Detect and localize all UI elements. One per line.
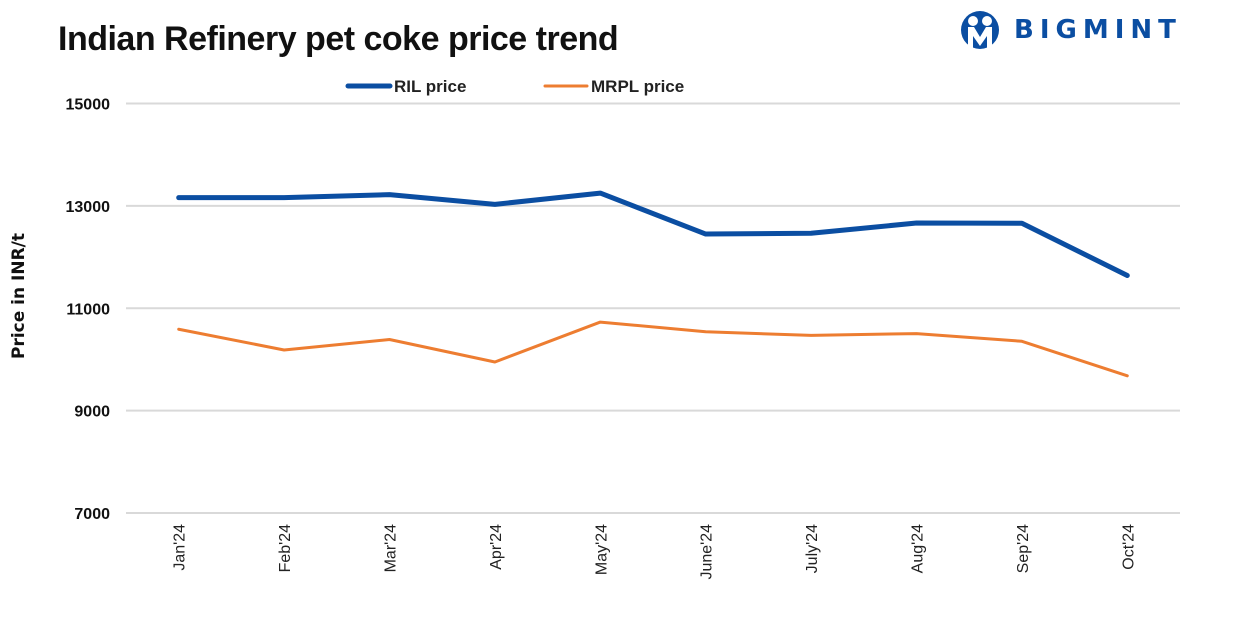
legend-label: MRPL price (591, 77, 684, 96)
y-tick-label: 7000 (74, 506, 110, 523)
y-tick-label: 13000 (66, 199, 111, 216)
x-tick-label: June'24 (699, 524, 716, 580)
x-tick-label: May'24 (593, 524, 610, 575)
x-tick-label: Aug'24 (910, 524, 927, 573)
x-tick-label: Oct'24 (1120, 524, 1137, 570)
x-tick-label: Mar'24 (383, 524, 400, 573)
series-lines (176, 190, 1130, 378)
x-tick-label: Apr'24 (488, 524, 505, 570)
y-tick-label: 15000 (66, 97, 111, 114)
legend: RIL price MRPL price (345, 77, 684, 96)
y-tick-label: 9000 (74, 404, 110, 421)
gridlines (126, 102, 1180, 514)
bigmint-logo-text: BIGMINT (1014, 15, 1182, 45)
y-axis-label: Price in INR/t (9, 233, 29, 359)
x-tick-label: Sep'24 (1015, 524, 1032, 573)
x-axis-ticks: Jan'24 Feb'24 Mar'24 Apr'24 May'24 June'24 Jul… (172, 524, 1138, 580)
legend-label: RIL price (394, 77, 466, 96)
x-tick-label: July'24 (804, 524, 821, 573)
series-line-ril-price (176, 190, 1130, 278)
bigmint-logo: BIGMINT (960, 10, 1182, 50)
y-axis-ticks: 15000 13000 11000 9000 7000 (66, 97, 111, 524)
chart-title: Indian Refinery pet coke price trend (58, 20, 619, 58)
x-tick-label: Feb'24 (277, 524, 294, 573)
series-line-mrpl-price (177, 320, 1129, 378)
x-tick-label: Jan'24 (172, 524, 189, 571)
bigmint-logo-icon (961, 11, 999, 49)
y-tick-label: 11000 (66, 301, 110, 318)
